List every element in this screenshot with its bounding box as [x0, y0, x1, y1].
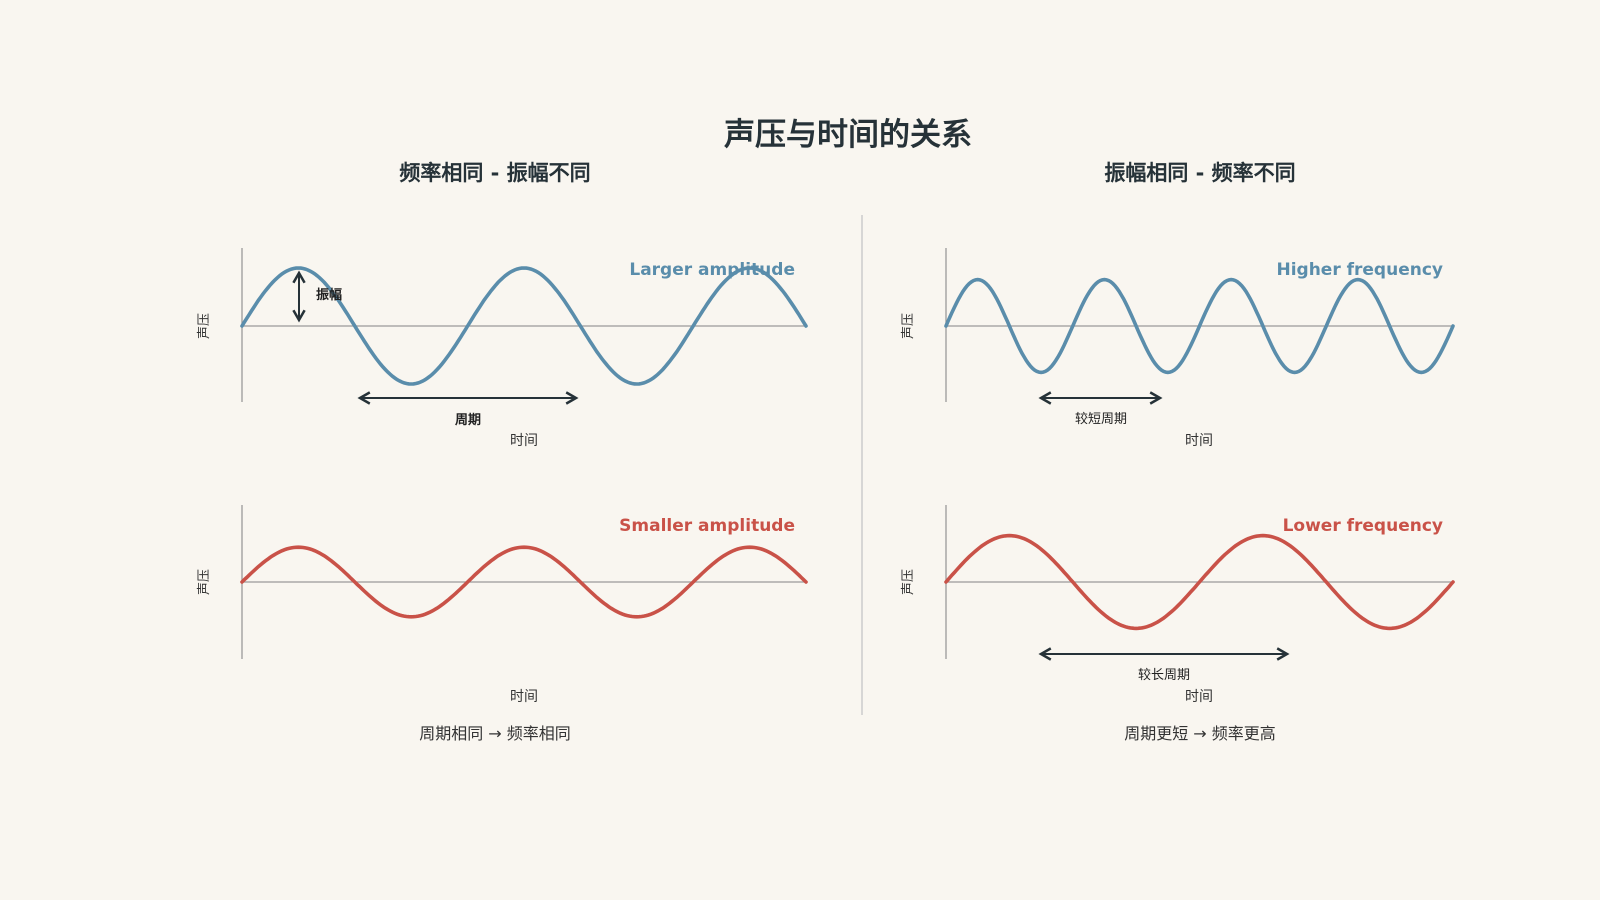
- y-axis-label: 声压: [197, 313, 212, 339]
- plot-left-top: 声压 时间 Larger amplitude 振幅 周期: [197, 248, 808, 449]
- wave-small-amplitude: [240, 545, 808, 619]
- y-axis-label: 声压: [197, 569, 212, 595]
- wave-label-higher-frequency: Higher frequency: [1276, 260, 1443, 280]
- right-caption: 周期更短 → 频率更高: [1124, 724, 1276, 743]
- x-axis-label: 时间: [1185, 433, 1213, 449]
- x-axis-label: 时间: [510, 689, 538, 705]
- wave-large-amplitude: [240, 266, 808, 386]
- wave-label-larger-amplitude: Larger amplitude: [629, 260, 795, 280]
- period-annotation: 周期: [455, 413, 481, 428]
- y-axis-label: 声压: [901, 569, 916, 595]
- longer-period-annotation: 较长周期: [1138, 668, 1190, 683]
- amplitude-annotation: 振幅: [316, 287, 342, 303]
- x-axis-label: 时间: [1185, 689, 1213, 705]
- wave-label-lower-frequency: Lower frequency: [1283, 516, 1443, 536]
- right-subtitle: 振幅相同 - 频率不同: [1104, 161, 1295, 185]
- shorter-period-annotation: 较短周期: [1075, 412, 1127, 427]
- plot-right-bottom: 声压 时间 Lower frequency 较长周期: [901, 505, 1455, 705]
- y-axis-label: 声压: [901, 313, 916, 339]
- wave-high-frequency: [944, 277, 1455, 375]
- x-axis-label: 时间: [510, 433, 538, 449]
- left-caption: 周期相同 → 频率相同: [419, 724, 571, 743]
- plot-left-bottom: 声压 时间 Smaller amplitude: [197, 505, 808, 705]
- wave-low-frequency: [944, 533, 1455, 631]
- page-title: 声压与时间的关系: [724, 117, 972, 153]
- wave-label-smaller-amplitude: Smaller amplitude: [619, 516, 795, 536]
- left-subtitle: 频率相同 - 振幅不同: [399, 161, 590, 185]
- plot-right-top: 声压 时间 Higher frequency 较短周期: [901, 248, 1455, 449]
